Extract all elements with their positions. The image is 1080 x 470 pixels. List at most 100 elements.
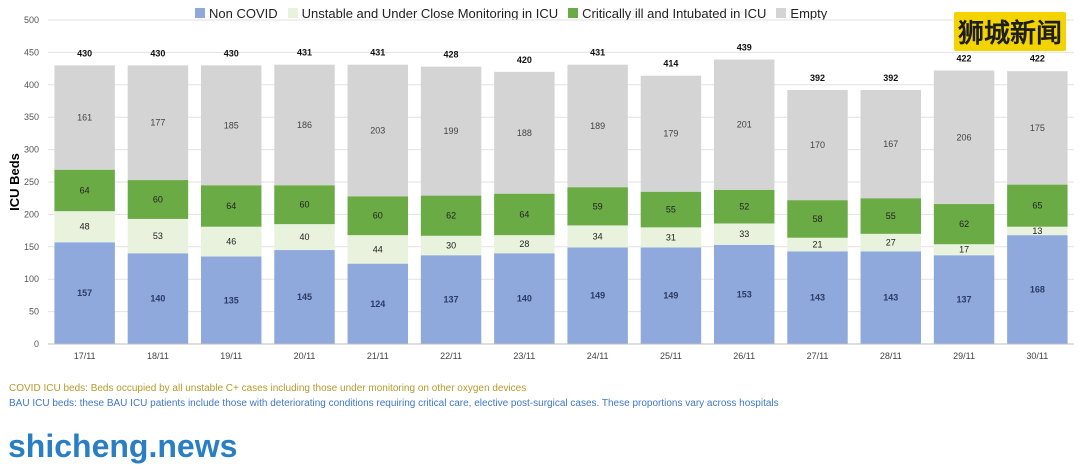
bar-segment-non-covid [274, 250, 335, 344]
legend-swatch-non-covid [195, 8, 205, 18]
legend-swatch-empty [776, 8, 787, 18]
bar-segment-empty [933, 70, 995, 205]
bar-segment-empty [567, 64, 628, 188]
data-label: 186 [297, 120, 312, 130]
bar-segment-non-covid [640, 247, 702, 344]
data-label: 185 [224, 120, 239, 130]
x-tick-label: 22/11 [440, 351, 462, 361]
data-label: 44 [373, 244, 383, 254]
y-axis-title: ICU Beds [7, 153, 22, 211]
data-label: 188 [517, 128, 532, 138]
data-label: 13 [1032, 226, 1042, 236]
y-tick-label: 0 [34, 339, 39, 349]
data-label: 55 [886, 211, 896, 221]
data-label: 64 [226, 201, 236, 211]
legend-item-non-covid: Non COVID [195, 6, 278, 21]
bar-segment-empty [1007, 71, 1068, 185]
data-label: 48 [80, 222, 90, 232]
bar-segment-non-covid [420, 255, 482, 344]
data-label: 30 [446, 241, 456, 251]
data-label: 53 [153, 231, 163, 241]
y-tick-label: 400 [24, 80, 39, 90]
y-tick-label: 300 [24, 145, 39, 155]
data-label: 40 [299, 232, 309, 242]
data-label: 170 [810, 140, 825, 150]
data-label: 189 [590, 121, 605, 131]
bar-segment-unstable-and-under-close-monitoring-in-icu [200, 226, 262, 257]
total-label: 414 [663, 59, 678, 69]
legend-item-critical: Critically ill and Intubated in ICU [568, 6, 766, 21]
chart-legend: Non COVID Unstable and Under Close Monit… [195, 3, 827, 23]
bau-icu-note: BAU ICU beds: these BAU ICU patients inc… [9, 398, 779, 409]
x-tick-label: 23/11 [513, 351, 535, 361]
data-label: 135 [224, 295, 239, 305]
data-labels: 157 48 64 161 430 140 53 60 177 430 135 46 64 185 430 1… [77, 43, 1045, 309]
y-tick-label: 450 [24, 47, 39, 57]
data-label: 60 [299, 200, 309, 210]
bar-segment-non-covid [860, 251, 922, 344]
x-tick-label: 25/11 [660, 351, 682, 361]
data-label: 149 [590, 291, 605, 301]
data-label: 149 [663, 291, 678, 301]
total-label: 431 [590, 48, 605, 58]
x-tick-label: 26/11 [733, 351, 755, 361]
bar-segment-unstable-and-under-close-monitoring-in-icu [54, 211, 115, 243]
x-tick-label: 21/11 [367, 351, 389, 361]
total-label: 439 [737, 43, 752, 53]
data-label: 64 [80, 185, 90, 195]
bar-segment-non-covid [567, 247, 628, 344]
total-label: 430 [150, 48, 165, 58]
bar-segment-critically-ill-and-intubated-in-icu [567, 187, 628, 226]
bar-segment-empty [640, 75, 702, 192]
x-tick-label: 24/11 [587, 351, 609, 361]
total-label: 430 [224, 48, 239, 58]
x-tick-label: 19/11 [220, 351, 242, 361]
x-tick-label: 30/11 [1026, 351, 1048, 361]
total-label: 431 [297, 48, 312, 58]
data-label: 153 [737, 289, 752, 299]
covid-icu-note: COVID ICU beds: Beds occupied by all uns… [9, 383, 527, 394]
bar-segment-empty [347, 64, 409, 197]
bar-segment-non-covid [494, 253, 555, 344]
data-label: 157 [77, 288, 92, 298]
legend-swatch-critical [568, 8, 579, 18]
data-label: 34 [593, 231, 603, 241]
total-label: 430 [77, 48, 92, 58]
total-label: 420 [517, 55, 532, 65]
bar-segment-unstable-and-under-close-monitoring-in-icu [347, 235, 409, 264]
bar-segment-critically-ill-and-intubated-in-icu [347, 196, 409, 236]
x-tick-label: 17/11 [74, 351, 96, 361]
bar-segment-non-covid [347, 263, 409, 344]
bar-segment-non-covid [933, 255, 995, 344]
bar-segment-critically-ill-and-intubated-in-icu [420, 195, 482, 236]
x-tick-label: 29/11 [953, 351, 975, 361]
data-label: 137 [957, 295, 972, 305]
y-tick-label: 500 [24, 15, 39, 25]
bar-segment-unstable-and-under-close-monitoring-in-icu [494, 235, 555, 254]
bar-segment-empty [860, 89, 922, 199]
data-label: 64 [519, 209, 529, 219]
x-tick-label: 18/11 [147, 351, 169, 361]
bar-segment-empty [127, 65, 189, 181]
data-label: 206 [957, 132, 972, 142]
bar-segment-empty [787, 89, 848, 201]
bar-segment-non-covid [713, 244, 775, 344]
data-label: 143 [883, 293, 898, 303]
data-label: 55 [666, 205, 676, 215]
y-tick-label: 50 [29, 307, 39, 317]
total-label: 428 [444, 50, 459, 60]
bar-segment-unstable-and-under-close-monitoring-in-icu [567, 225, 628, 248]
axes: 0 50 100 150 200 250 300 350 400 450 500 ICU Beds 17… [7, 15, 1074, 361]
data-label: 31 [666, 232, 676, 242]
data-label: 175 [1030, 123, 1045, 133]
bar-segment-empty [420, 66, 482, 196]
data-label: 60 [373, 211, 383, 221]
data-label: 161 [77, 113, 92, 123]
data-label: 58 [812, 214, 822, 224]
bar-segment-empty [494, 71, 555, 194]
bar-segment-critically-ill-and-intubated-in-icu [54, 169, 115, 212]
bar-segment-critically-ill-and-intubated-in-icu [933, 204, 995, 245]
data-label: 137 [444, 295, 459, 305]
y-tick-label: 250 [24, 177, 39, 187]
bar-segment-non-covid [127, 253, 189, 344]
